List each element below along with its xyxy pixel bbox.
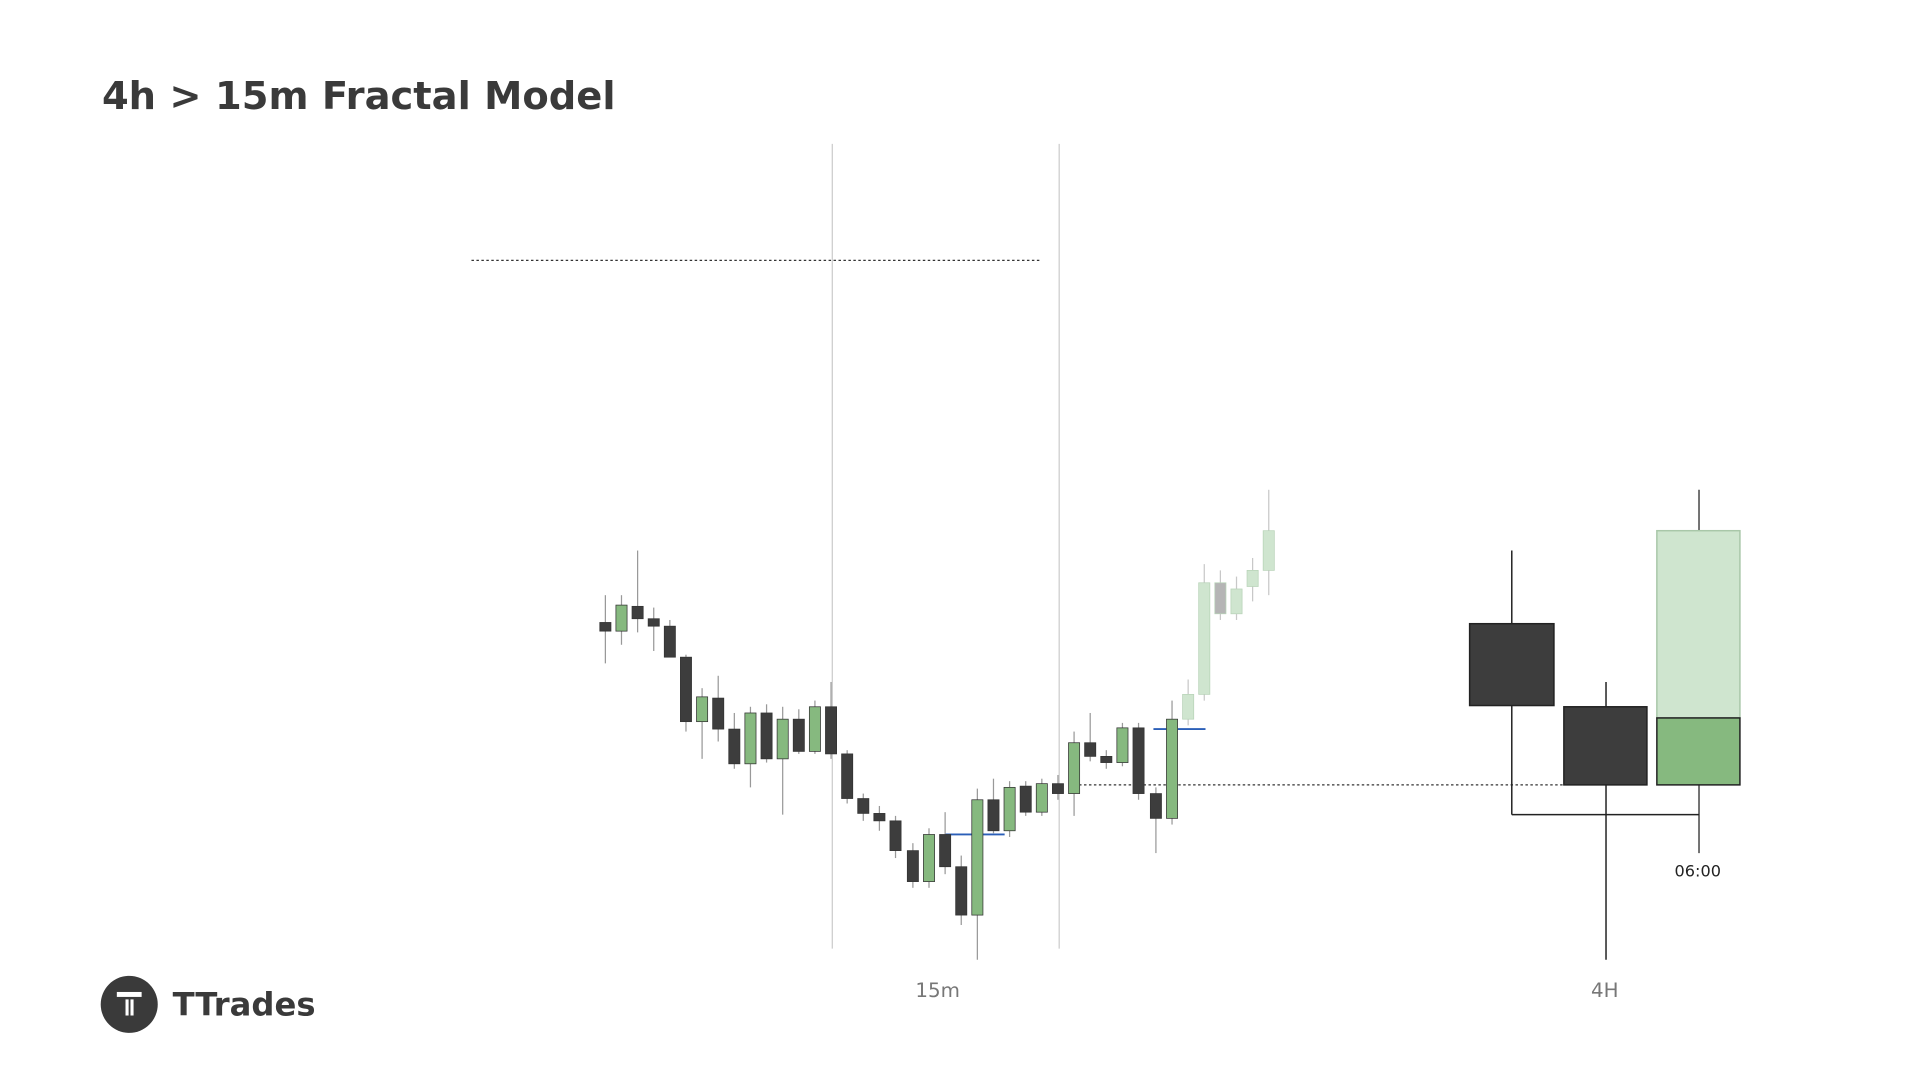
candle-body bbox=[1019, 785, 1032, 813]
candle-body bbox=[776, 718, 789, 760]
chart-layout bbox=[471, 143, 1741, 960]
candle-body bbox=[971, 799, 984, 916]
candle-body bbox=[1230, 588, 1243, 615]
candle-body bbox=[1214, 582, 1227, 615]
candle-body bbox=[696, 696, 709, 723]
candle-body bbox=[712, 697, 725, 730]
candle-body bbox=[1198, 582, 1211, 695]
candle-body bbox=[1068, 742, 1081, 794]
candle-body bbox=[1084, 742, 1097, 757]
candle-body bbox=[1246, 570, 1259, 587]
htf-candle bbox=[1563, 706, 1648, 786]
logo-mark bbox=[125, 999, 129, 1016]
candle-body bbox=[808, 706, 821, 752]
htf-label: 4H bbox=[1591, 979, 1619, 1002]
candle-body bbox=[1149, 793, 1162, 819]
candle-body bbox=[889, 820, 902, 851]
title: 4h > 15m Fractal Model bbox=[102, 74, 616, 119]
ltf-label: 15m bbox=[915, 979, 960, 1002]
candle-body bbox=[663, 625, 676, 658]
candle-body bbox=[1100, 756, 1113, 763]
candle-body bbox=[1262, 530, 1275, 571]
candle-body bbox=[680, 656, 692, 723]
htf-candle-projection bbox=[1656, 529, 1741, 719]
logo bbox=[100, 975, 158, 1033]
htf-candle bbox=[1656, 717, 1741, 786]
candle-body bbox=[987, 799, 1000, 832]
htf-candle bbox=[1468, 622, 1555, 707]
candle-body bbox=[939, 834, 952, 868]
time-label: 06:00 bbox=[1675, 862, 1721, 881]
candle-body bbox=[647, 618, 660, 627]
candle-body bbox=[1166, 718, 1178, 819]
candle-body bbox=[599, 622, 612, 632]
logo-mark bbox=[116, 991, 142, 997]
logo-circle bbox=[100, 975, 158, 1033]
candle-body bbox=[873, 813, 886, 822]
candle-body bbox=[841, 753, 854, 799]
candle-body bbox=[615, 604, 628, 632]
candle-body bbox=[955, 866, 968, 916]
candle-body bbox=[857, 798, 870, 814]
candle-body bbox=[1132, 727, 1145, 794]
brand-name: TTrades bbox=[173, 986, 316, 1024]
candle-body bbox=[1182, 694, 1195, 720]
candle-body bbox=[1003, 786, 1016, 832]
candle-body bbox=[728, 728, 741, 765]
candle-body bbox=[1035, 783, 1048, 813]
candle-body bbox=[631, 605, 644, 620]
candle-body bbox=[1116, 727, 1129, 763]
logo-mark bbox=[130, 999, 134, 1016]
candle-body bbox=[825, 706, 837, 755]
candle-body bbox=[906, 850, 919, 882]
candle-body bbox=[1052, 783, 1064, 794]
candle-body bbox=[792, 718, 805, 752]
candle-body bbox=[923, 834, 935, 882]
candle-body bbox=[744, 712, 757, 765]
candle-body bbox=[760, 712, 773, 760]
